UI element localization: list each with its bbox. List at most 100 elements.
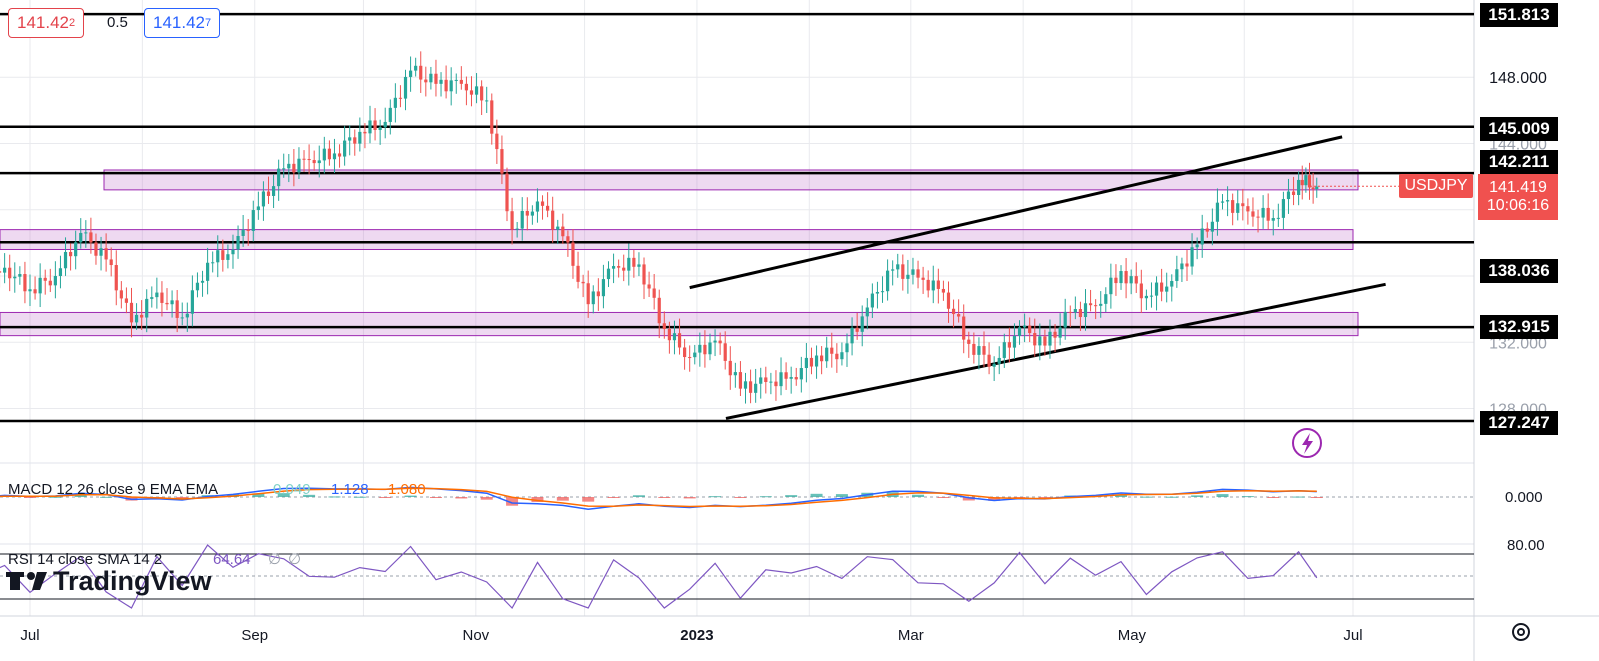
candle-body [23,274,27,292]
candle-body [58,268,63,277]
candle-body [784,372,788,379]
candle-body [266,191,271,196]
candle-body [601,279,606,297]
settings-gear-icon [1512,623,1530,641]
candle-body [1271,218,1275,221]
candle-body [0,271,2,273]
candle-body [1068,311,1072,313]
candle-body [1246,206,1250,212]
candle-body [1048,331,1052,346]
candle-body [490,100,494,134]
candle-body [1058,327,1062,338]
macd-hist-bar [1191,495,1204,497]
candle-body [363,131,367,134]
candle-body [530,211,534,216]
macd-signal-value: 1.080 [388,481,426,498]
tradingview-logo [6,572,47,590]
candle-body [718,340,722,344]
candle-body [1083,303,1088,318]
macd-hist-bar [404,495,417,497]
macd-hist-bar [835,494,848,497]
candle-body [99,248,103,256]
bid-price-badge[interactable]: 141.42 2 [8,8,85,38]
candle-body [637,264,641,267]
candle-body [688,357,692,359]
candle-body [540,201,545,206]
candle-body [617,266,621,268]
candle-body [1266,207,1270,221]
level-label: 138.036 [1480,259,1558,283]
candle-body [1205,228,1209,232]
symbol-tag: USDJPY [1399,174,1473,198]
candle-body [292,163,296,173]
candle-body [343,140,347,157]
candle-body [1088,303,1093,306]
candle-body [180,317,184,319]
candle-body [1231,200,1235,213]
candle-body [1012,335,1017,348]
candle-body [546,205,550,211]
candle-body [68,251,73,257]
candle-body [622,267,626,271]
macd-hist-bar [455,497,468,499]
candle-body [1220,201,1225,203]
candle-body [1170,280,1174,287]
candle-body [216,250,220,263]
macd-hist-bar [379,497,392,498]
candle-body [627,257,631,271]
candle-body [1043,336,1047,346]
macd-hist-bar [100,496,113,498]
candle-body [987,354,991,367]
ask-price-badge[interactable]: 141.42 7 [144,8,221,38]
macd-hist-bar [353,496,366,498]
candle-body [1139,283,1143,299]
macd-hist-bar [1165,496,1178,498]
channel-upper-line [689,135,1343,290]
level-label: 127.247 [1480,411,1558,435]
macd-hist-bar [480,497,493,500]
candle-body [936,280,940,289]
alert-circle [1292,428,1322,458]
candle-body [1053,331,1057,338]
macd-hist-bar [810,493,823,497]
candle-body [251,210,255,231]
candle-body [256,206,260,211]
candle-body [79,232,83,243]
logo-mark [27,572,35,580]
candle-body [814,355,819,367]
candle-body [13,276,17,279]
candle-body [693,352,697,358]
candle-body [48,280,52,286]
rsi-line [0,544,1318,609]
candle-body [677,333,682,348]
macd-hist-value: 0.049 [273,481,311,498]
bid-price-pip: 2 [69,17,76,29]
candle-body [703,344,707,355]
candle-body [779,372,783,387]
macd-value: 1.128 [331,481,369,498]
candle-body [195,282,200,291]
candle-body [698,344,702,353]
macd-hist-bar [912,494,925,497]
candle-body [865,307,869,317]
candle-body [880,291,885,293]
candle-body [53,276,57,286]
time-axis-label: Jul [20,627,39,644]
candle-body [327,148,331,160]
candle-body [38,277,42,294]
candle-body [1007,342,1011,348]
candle-body [982,346,986,355]
candle-body [474,86,479,95]
macd-hist-bar [1140,496,1153,498]
candle-body [967,339,971,344]
macd-hist-bar [277,493,290,497]
macd-hist-bar [74,494,87,497]
candle-body [403,76,408,99]
macd-hist-bar [1310,497,1323,498]
candle-body [109,259,113,266]
candle-body [185,313,189,318]
candle-body [393,97,397,108]
candle-body [850,327,854,344]
candle-body [114,265,118,291]
